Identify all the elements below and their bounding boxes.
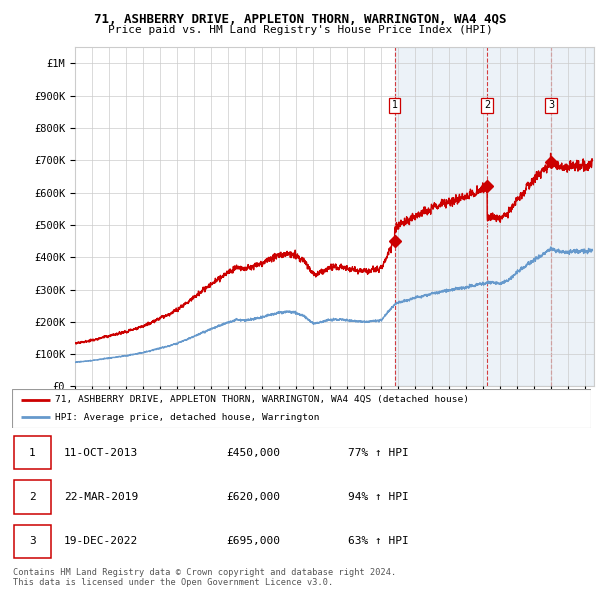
Text: 1: 1 <box>392 100 398 110</box>
Text: 94% ↑ HPI: 94% ↑ HPI <box>348 492 409 502</box>
Text: 2: 2 <box>484 100 490 110</box>
Text: 3: 3 <box>29 536 36 546</box>
Text: Contains HM Land Registry data © Crown copyright and database right 2024.
This d: Contains HM Land Registry data © Crown c… <box>13 568 397 587</box>
Text: £620,000: £620,000 <box>226 492 280 502</box>
Text: 1: 1 <box>29 448 36 458</box>
Text: 3: 3 <box>548 100 554 110</box>
Bar <box>395 47 594 386</box>
FancyBboxPatch shape <box>14 436 52 470</box>
Text: 77% ↑ HPI: 77% ↑ HPI <box>348 448 409 458</box>
Text: £695,000: £695,000 <box>226 536 280 546</box>
Text: 22-MAR-2019: 22-MAR-2019 <box>64 492 139 502</box>
Text: Price paid vs. HM Land Registry's House Price Index (HPI): Price paid vs. HM Land Registry's House … <box>107 25 493 35</box>
Text: 71, ASHBERRY DRIVE, APPLETON THORN, WARRINGTON, WA4 4QS: 71, ASHBERRY DRIVE, APPLETON THORN, WARR… <box>94 13 506 26</box>
Text: HPI: Average price, detached house, Warrington: HPI: Average price, detached house, Warr… <box>55 413 320 422</box>
FancyBboxPatch shape <box>14 525 52 558</box>
Text: 19-DEC-2022: 19-DEC-2022 <box>64 536 139 546</box>
FancyBboxPatch shape <box>14 480 52 514</box>
Text: 2: 2 <box>29 492 36 502</box>
Text: 71, ASHBERRY DRIVE, APPLETON THORN, WARRINGTON, WA4 4QS (detached house): 71, ASHBERRY DRIVE, APPLETON THORN, WARR… <box>55 395 469 404</box>
Text: £450,000: £450,000 <box>226 448 280 458</box>
Text: 11-OCT-2013: 11-OCT-2013 <box>64 448 139 458</box>
Text: 63% ↑ HPI: 63% ↑ HPI <box>348 536 409 546</box>
